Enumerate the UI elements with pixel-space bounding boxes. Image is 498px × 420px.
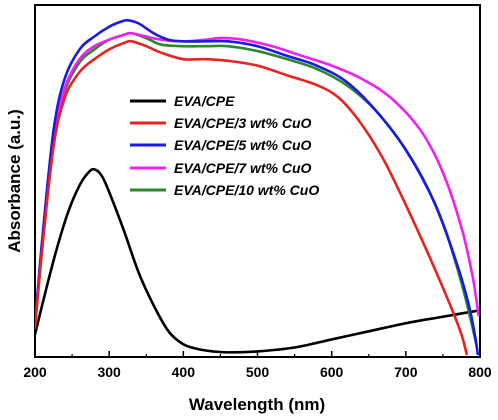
legend-label: EVA/CPE/10 wt% CuO: [174, 182, 319, 198]
legend-label: EVA/CPE/7 wt% CuO: [174, 160, 312, 176]
plot-area: [34, 4, 481, 358]
x-tick-label: 700: [394, 364, 418, 380]
x-tick-label: 400: [172, 364, 196, 380]
x-axis-label: Wavelength (nm): [189, 395, 325, 414]
x-tick-label: 200: [23, 364, 47, 380]
legend: EVA/CPE EVA/CPE/3 wt% CuO EVA/CPE/5 wt% Cu…: [130, 93, 319, 198]
x-axis-tick-labels: 200 300 400 500 600 700 800: [23, 364, 492, 380]
x-axis-ticks: [34, 351, 481, 357]
y-axis-label: Absorbance (a.u.): [5, 109, 24, 253]
series-lines: [35, 18, 480, 356]
series-line-1: [35, 39, 468, 356]
x-tick-label: 300: [97, 364, 121, 380]
legend-label: EVA/CPE: [174, 93, 235, 109]
legend-label: EVA/CPE/3 wt% CuO: [174, 115, 312, 131]
legend-label: EVA/CPE/5 wt% CuO: [174, 137, 312, 153]
series-line-0: [35, 167, 480, 354]
series-line-2: [35, 18, 480, 356]
x-tick-label: 500: [246, 364, 270, 380]
x-tick-label: 800: [468, 364, 492, 380]
plot-frame: [34, 4, 481, 358]
x-tick-label: 600: [320, 364, 344, 380]
series-line-3: [35, 31, 480, 327]
